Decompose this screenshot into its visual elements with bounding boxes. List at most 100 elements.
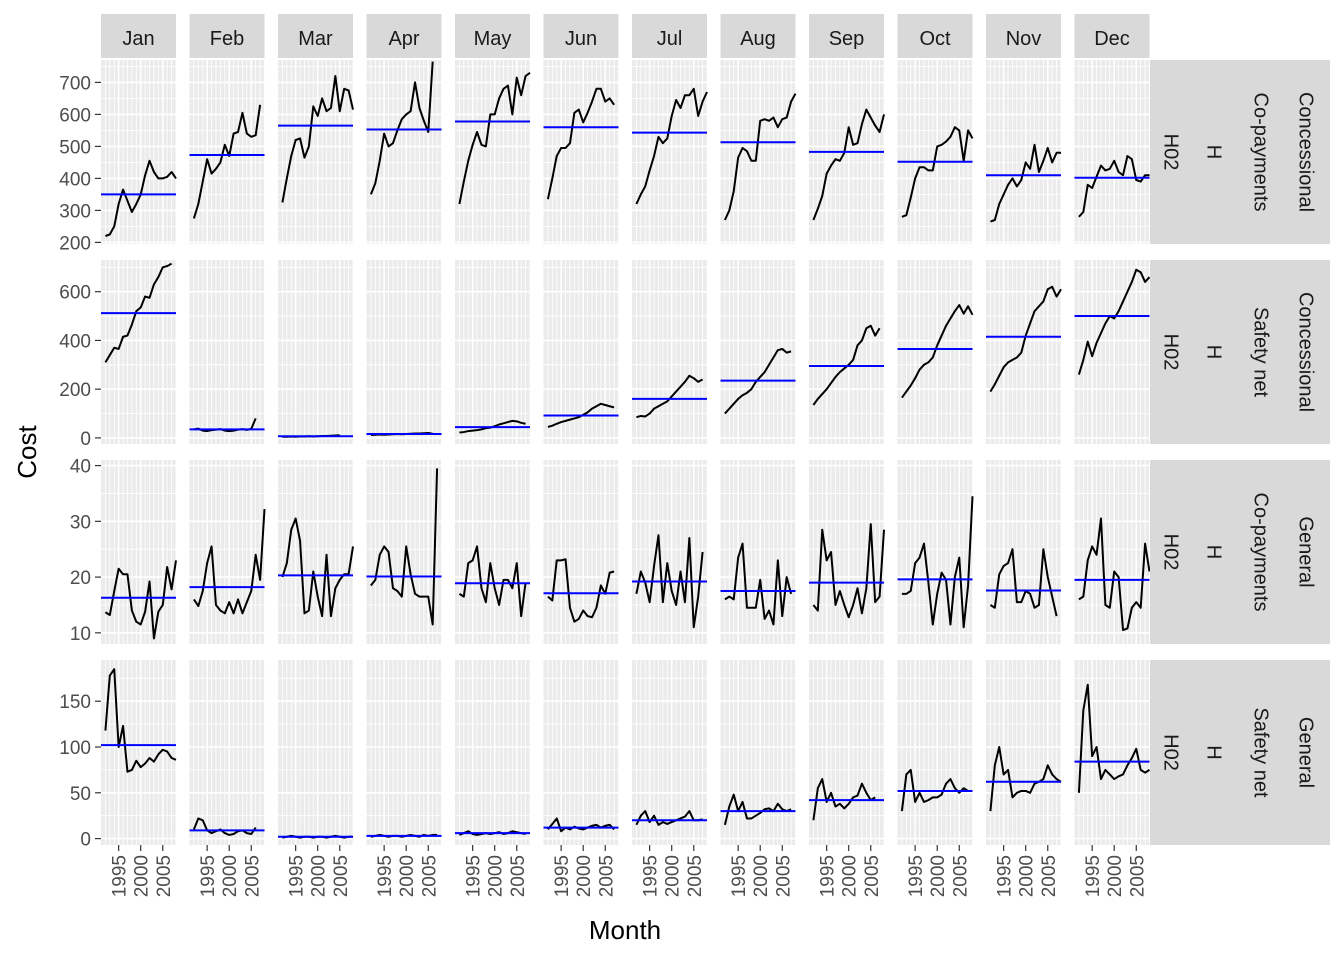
row-strip-label: Safety net	[1250, 707, 1272, 798]
panel-background	[455, 660, 530, 845]
panel-jun-row-4	[543, 660, 619, 845]
series-line	[104, 560, 177, 640]
x-tick-label: 1995	[906, 855, 927, 897]
col-strip-label: Jan	[122, 28, 154, 50]
col-strip-label: Apr	[388, 28, 419, 50]
row-strip	[1150, 60, 1330, 244]
x-tick-label: 2000	[663, 855, 684, 897]
panel-background	[720, 460, 796, 644]
panel-background	[101, 660, 176, 845]
x-tick-label: 2000	[1017, 855, 1038, 897]
panel-may-row-2	[455, 260, 531, 444]
panel-dec-row-4	[1074, 660, 1151, 845]
x-tick-label: 1995	[995, 855, 1016, 897]
y-tick-label: 100	[59, 738, 91, 759]
x-tick-label: 2000	[1105, 855, 1126, 897]
series-line	[1078, 155, 1150, 218]
series-line	[901, 496, 974, 629]
row-strip-label: Concessional	[1295, 92, 1317, 212]
panel-jan-row-3	[101, 460, 177, 644]
series-line	[547, 558, 615, 623]
strip-layer: Jan Feb Mar Apr May Jun Jul Aug Sep Oct Nov Dec Conc…	[101, 14, 1330, 845]
panel-background	[720, 660, 796, 845]
panel-dec-row-2	[1074, 260, 1151, 444]
series-line	[724, 93, 797, 221]
panel-dec-row-3	[1074, 460, 1151, 644]
panel-nov-row-4	[986, 660, 1062, 845]
series-line	[989, 285, 1062, 393]
series-line	[1078, 517, 1151, 632]
panel-may-row-4	[455, 660, 531, 845]
y-tick-label: 50	[70, 784, 91, 805]
panel-mar-row-4	[278, 660, 354, 845]
col-strip-label: Jun	[565, 28, 597, 50]
panel-apr-row-2	[366, 260, 442, 444]
row-strip-label: Concessional	[1295, 292, 1317, 412]
x-tick-label: 2000	[132, 855, 153, 897]
col-strip-label: Feb	[210, 28, 244, 50]
panel-oct-row-2	[897, 260, 974, 444]
series-line	[1077, 683, 1151, 793]
panel-jan-row-4	[101, 660, 177, 845]
series-line	[989, 548, 1058, 617]
series-line	[635, 87, 708, 205]
x-tick-label: 2000	[751, 855, 772, 897]
series-line	[724, 347, 792, 415]
col-strip-oct	[897, 14, 973, 58]
x-tick-label: 2005	[596, 855, 617, 897]
x-tick-label: 1995	[1083, 855, 1104, 897]
panel-background	[1074, 460, 1150, 644]
series-line	[901, 304, 974, 399]
panel-background	[278, 60, 353, 244]
series-line	[104, 668, 177, 773]
panel-sep-row-1	[809, 60, 885, 244]
x-tick-label: 2000	[309, 855, 330, 897]
series-line	[193, 509, 266, 615]
panel-background	[809, 660, 884, 845]
panel-nov-row-1	[986, 60, 1062, 244]
col-strip-jul	[632, 14, 707, 58]
x-tick-label: 2000	[220, 855, 241, 897]
col-strip-apr	[366, 14, 442, 58]
col-strip-label: Oct	[919, 28, 951, 50]
y-tick-label: 400	[59, 169, 91, 190]
series-line	[989, 746, 1062, 812]
x-tick-label: 2000	[840, 855, 861, 897]
row-strip-label: H	[1203, 345, 1225, 359]
panel-background	[278, 260, 353, 444]
y-axis-layer: 2003004005006007000200400600102030400501…	[59, 73, 101, 851]
x-tick-label: 2005	[419, 855, 440, 897]
row-strip-label: H02	[1160, 334, 1182, 371]
panel-feb-row-1	[189, 60, 265, 244]
series-line	[812, 108, 885, 221]
x-tick-label: 1995	[110, 855, 131, 897]
col-strip-label: May	[474, 28, 512, 50]
series-line	[901, 126, 974, 218]
panel-jan-row-2	[101, 260, 177, 444]
panel-sep-row-3	[809, 460, 885, 644]
panel-background	[720, 260, 796, 444]
x-tick-label: 2005	[950, 855, 971, 897]
series-line	[1077, 268, 1151, 375]
panel-feb-row-3	[189, 460, 266, 644]
panel-background	[543, 60, 619, 244]
y-axis-title: Cost	[12, 424, 42, 478]
series-line	[192, 817, 257, 836]
x-tick-label: 2005	[242, 855, 263, 897]
x-tick-label: 2005	[154, 855, 175, 897]
panel-feb-row-4	[189, 660, 265, 845]
x-tick-label: 2005	[773, 855, 794, 897]
panel-jun-row-2	[543, 260, 619, 444]
panel-oct-row-1	[897, 60, 974, 244]
series-line	[635, 810, 703, 826]
panel-nov-row-3	[986, 460, 1062, 644]
col-strip-dec	[1074, 14, 1150, 58]
x-tick-label: 2005	[685, 855, 706, 897]
col-strip-may	[455, 14, 530, 58]
row-strip-label: Co-payments	[1250, 493, 1272, 612]
x-axis-title: Month	[589, 915, 661, 945]
row-strip-label: H	[1203, 145, 1225, 159]
panel-jul-row-2	[632, 260, 708, 444]
y-tick-label: 30	[70, 512, 91, 533]
row-strip-label: Safety net	[1250, 307, 1272, 398]
